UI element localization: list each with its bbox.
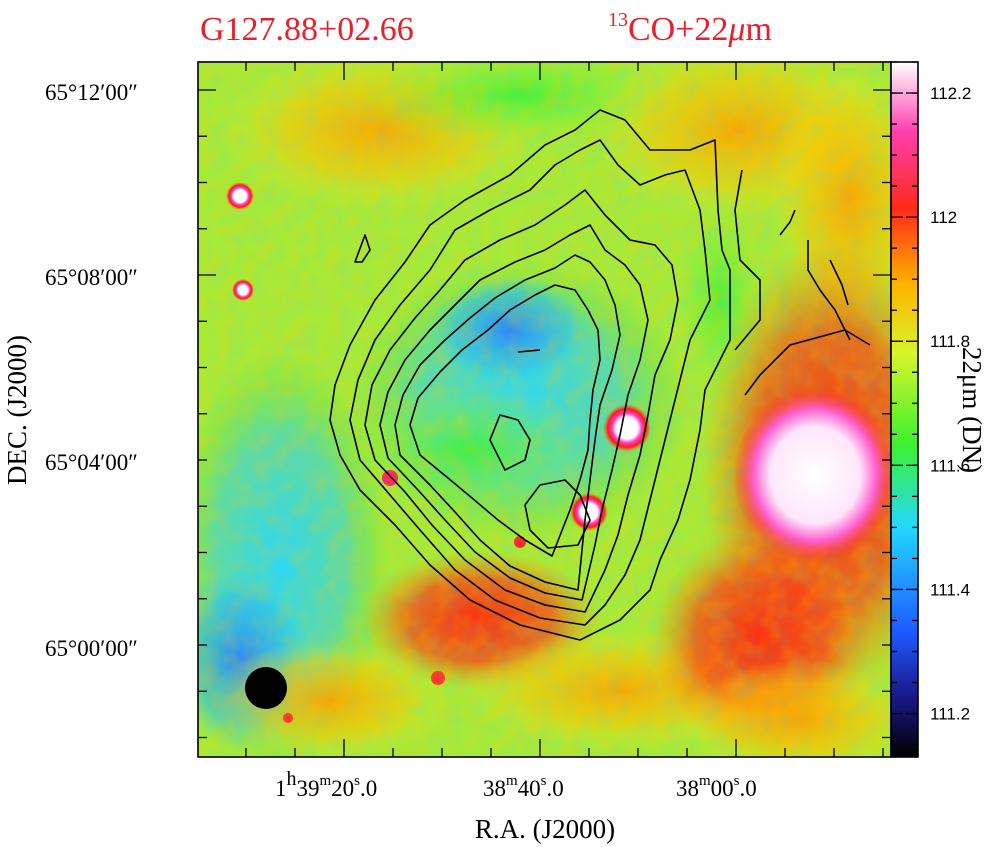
colorbar-tick-labels: 111.2 111.4 111.6 111.8 112 112.2 [930, 84, 971, 724]
colorbar-tick-label: 112.2 [930, 84, 971, 103]
y-tick-label: 65°04′00″ [45, 450, 138, 475]
x-tick-label: 38m00s.0 [676, 773, 757, 801]
y-axis-label: DEC. (J2000) [2, 335, 32, 485]
y-tick-label: 65°00′00″ [45, 636, 138, 661]
colorbar: 111.2 111.4 111.6 111.8 112 112.2 22μm (DN) [890, 61, 987, 758]
colorbar-gradient [890, 61, 919, 758]
colorbar-ticks [891, 61, 918, 746]
x-axis-label: R.A. (J2000) [475, 814, 615, 844]
colorbar-label: 22μm (DN) [957, 347, 987, 473]
colorbar-tick-label: 111.4 [930, 580, 970, 599]
colorbar-tick-label: 111.6 [930, 456, 970, 475]
beam-circle [245, 667, 287, 709]
x-ticks [245, 62, 884, 757]
colorbar-tick-label: 112 [930, 208, 957, 227]
x-tick-label: 38m40s.0 [483, 773, 564, 801]
chart-subtitle: 13CO+22μm [608, 9, 772, 48]
y-tick-label: 65°08′00″ [45, 265, 138, 290]
heatmap-image [198, 62, 891, 757]
colorbar-tick-label: 111.2 [930, 705, 970, 724]
contours [329, 109, 871, 641]
y-ticks [198, 89, 891, 739]
y-tick-label: 65°12′00″ [45, 80, 138, 105]
chart-title: G127.88+02.66 [200, 11, 414, 48]
x-tick-label: 1h39m20s.0 [275, 768, 377, 801]
colorbar-tick-label: 111.8 [930, 332, 970, 351]
